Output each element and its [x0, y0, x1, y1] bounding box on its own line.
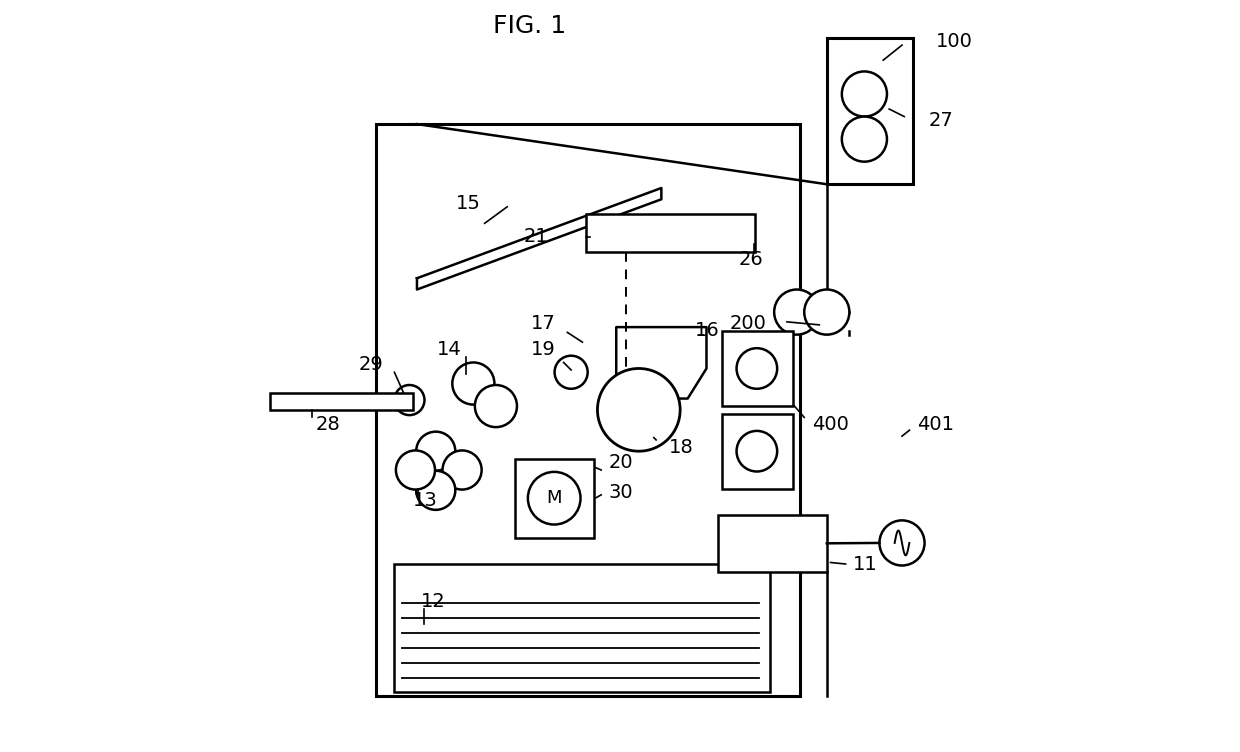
Text: 13: 13 — [413, 490, 438, 510]
Circle shape — [737, 431, 777, 472]
Bar — [722, 414, 792, 489]
Circle shape — [475, 385, 517, 427]
Polygon shape — [417, 188, 661, 290]
Circle shape — [879, 520, 925, 566]
Circle shape — [774, 290, 820, 335]
Text: 100: 100 — [936, 32, 972, 51]
Text: 14: 14 — [438, 340, 463, 359]
Text: 26: 26 — [738, 250, 763, 269]
Text: 16: 16 — [696, 321, 720, 341]
Circle shape — [554, 356, 588, 389]
Text: 28: 28 — [315, 415, 340, 435]
Bar — [394, 564, 770, 692]
Circle shape — [443, 450, 481, 490]
Circle shape — [842, 117, 887, 162]
Text: 21: 21 — [523, 227, 548, 247]
Circle shape — [453, 362, 495, 405]
Text: 19: 19 — [531, 340, 556, 359]
Bar — [515, 459, 594, 538]
Bar — [827, 38, 914, 184]
Text: 29: 29 — [358, 355, 383, 374]
Polygon shape — [616, 327, 707, 399]
Text: 11: 11 — [853, 554, 878, 574]
Circle shape — [417, 432, 455, 471]
Bar — [722, 331, 792, 406]
Text: 20: 20 — [609, 453, 634, 472]
Text: 15: 15 — [456, 193, 481, 213]
Circle shape — [598, 368, 681, 451]
Circle shape — [417, 471, 455, 510]
Bar — [587, 214, 755, 252]
Circle shape — [737, 348, 777, 389]
Text: 401: 401 — [918, 415, 954, 435]
Text: 30: 30 — [609, 483, 634, 502]
Circle shape — [394, 385, 424, 415]
Bar — [376, 124, 801, 696]
Circle shape — [528, 472, 580, 525]
Circle shape — [805, 290, 849, 335]
Bar — [270, 393, 413, 410]
Circle shape — [396, 450, 435, 490]
Text: 200: 200 — [730, 314, 766, 333]
Text: 17: 17 — [531, 314, 556, 333]
Bar — [718, 515, 827, 572]
Text: 12: 12 — [420, 592, 445, 611]
Text: M: M — [547, 490, 562, 507]
Text: 400: 400 — [812, 415, 848, 435]
Text: FIG. 1: FIG. 1 — [494, 14, 567, 38]
Circle shape — [842, 71, 887, 117]
Text: 18: 18 — [668, 438, 693, 457]
Text: 27: 27 — [929, 111, 954, 130]
